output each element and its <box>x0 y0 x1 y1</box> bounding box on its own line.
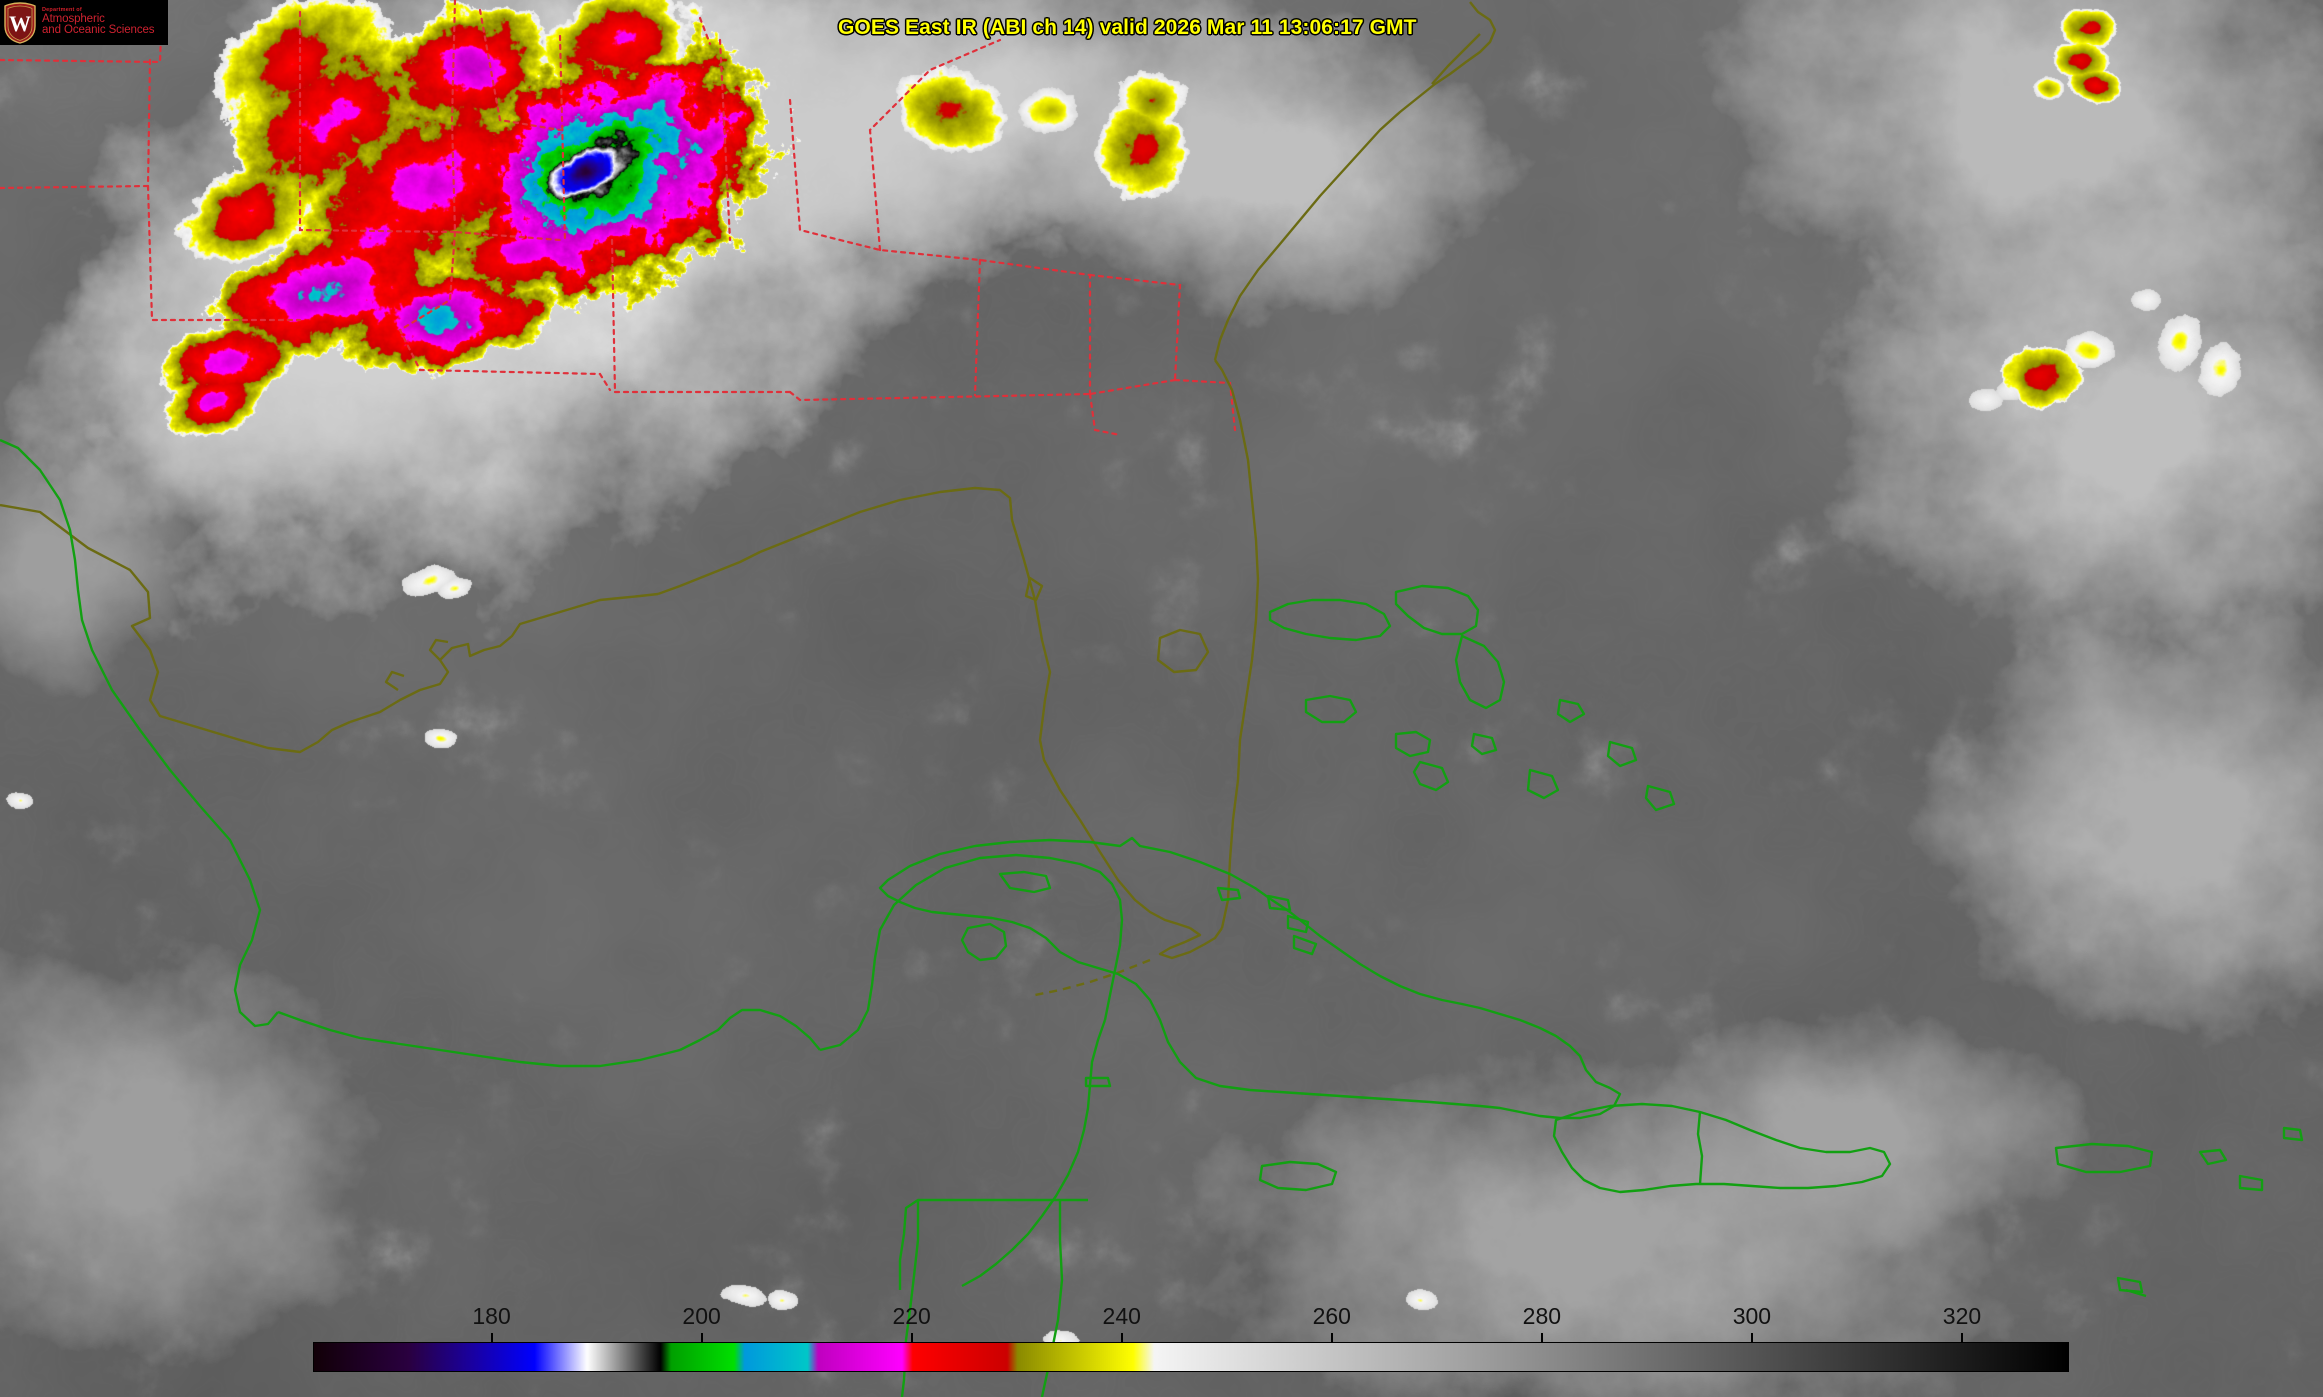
colorbar-tick-label: 180 <box>472 1303 511 1329</box>
colorbar-gradient-canvas <box>314 1343 2068 1371</box>
uw-madison-aos-logo: W Department of Atmospheric and Oceanic … <box>0 0 168 45</box>
logo-line-2: and Oceanic Sciences <box>42 24 155 37</box>
svg-text:W: W <box>9 11 31 36</box>
colorbar-tick-mark <box>1540 1333 1543 1342</box>
colorbar-tick-label: 220 <box>892 1303 931 1329</box>
temperature-colorbar: 180 200 220 240 260 280 300 320 <box>313 1303 2069 1385</box>
colorbar-tick-mark <box>700 1333 703 1342</box>
colorbar-tick-mark <box>1750 1333 1753 1342</box>
colorbar-tick-label: 280 <box>1522 1303 1562 1329</box>
colorbar-tick-mark <box>490 1333 493 1342</box>
colorbar-tick-mark <box>1330 1333 1333 1342</box>
colorbar-tick-mark <box>1120 1333 1123 1342</box>
uw-madison-crest-icon: W <box>2 1 38 44</box>
colorbar-tick-label: 300 <box>1732 1303 1772 1329</box>
colorbar-tick-label: 260 <box>1312 1303 1351 1329</box>
colorbar-tick-marks <box>313 1333 2069 1342</box>
colorbar-tick-label: 240 <box>1102 1303 1141 1329</box>
product-title: GOES East IR (ABI ch 14) valid 2026 Mar … <box>838 16 1417 39</box>
colorbar-tick-label: 200 <box>682 1303 721 1329</box>
colorbar-tick-mark <box>910 1333 913 1342</box>
colorbar-tick-mark <box>1960 1333 1963 1342</box>
colorbar-tick-labels: 180 200 220 240 260 280 300 320 <box>313 1303 2069 1333</box>
colorbar-tick-label: 320 <box>1942 1303 1982 1329</box>
colorbar-gradient-bar <box>313 1342 2069 1372</box>
